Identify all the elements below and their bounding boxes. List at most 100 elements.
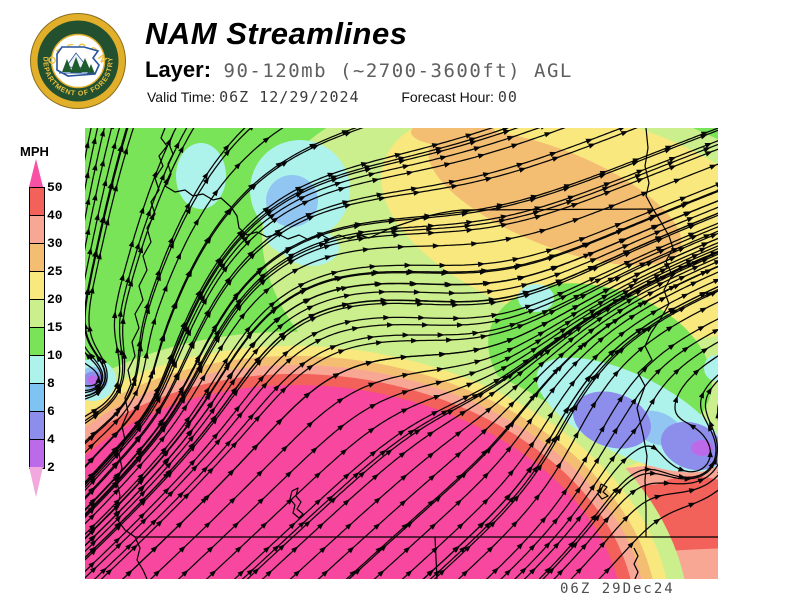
flow-arrow bbox=[646, 280, 654, 287]
flow-arrow bbox=[278, 544, 286, 551]
flow-arrow bbox=[701, 347, 709, 354]
flow-arrow bbox=[571, 203, 579, 209]
flow-arrow bbox=[544, 348, 552, 356]
flow-arrow bbox=[566, 514, 573, 522]
flow-arrow bbox=[233, 291, 240, 299]
flow-arrow bbox=[406, 170, 414, 176]
flow-arrow bbox=[507, 469, 515, 477]
flow-arrow bbox=[713, 260, 718, 266]
flow-arrow bbox=[366, 360, 374, 366]
flow-arrow bbox=[85, 324, 88, 330]
flow-arrow bbox=[678, 265, 686, 271]
flow-arrow bbox=[635, 289, 643, 296]
flow-arrow bbox=[135, 447, 143, 455]
flow-arrow bbox=[434, 495, 442, 503]
forecast-hour-value: 00 bbox=[497, 88, 518, 106]
flow-arrow bbox=[94, 213, 100, 221]
flow-arrow bbox=[580, 293, 588, 300]
flow-arrow bbox=[391, 229, 399, 235]
flow-arrow bbox=[268, 213, 276, 220]
flow-arrow bbox=[137, 245, 143, 254]
flow-arrow bbox=[537, 350, 546, 357]
flow-arrow bbox=[307, 215, 315, 221]
flow-arrow bbox=[230, 441, 238, 449]
flow-arrow bbox=[603, 182, 611, 188]
flow-arrow bbox=[254, 356, 261, 364]
flow-arrow bbox=[427, 223, 436, 229]
flow-arrow bbox=[672, 395, 678, 404]
flow-arrow bbox=[155, 519, 163, 527]
flow-arrow bbox=[96, 354, 103, 362]
flow-arrow bbox=[201, 297, 208, 305]
flow-arrow bbox=[88, 513, 96, 521]
flow-arrow bbox=[632, 278, 640, 284]
flow-arrow bbox=[511, 384, 519, 391]
flow-arrow bbox=[94, 387, 102, 394]
flow-arrow bbox=[583, 243, 592, 249]
flow-arrow bbox=[256, 469, 264, 477]
flow-arrow bbox=[597, 336, 605, 344]
flow-arrow bbox=[379, 544, 387, 552]
flow-arrow bbox=[225, 208, 233, 216]
flow-arrow bbox=[285, 357, 293, 364]
flow-arrow bbox=[504, 493, 511, 501]
flow-arrow bbox=[368, 382, 376, 388]
flow-arrow bbox=[229, 497, 236, 504]
flow-arrow bbox=[678, 275, 687, 282]
flow-arrow bbox=[452, 302, 460, 308]
flow-arrow bbox=[691, 254, 699, 260]
flow-arrow bbox=[88, 535, 96, 543]
flow-arrow bbox=[636, 169, 644, 175]
flow-arrow bbox=[704, 151, 713, 157]
flow-arrow bbox=[211, 432, 219, 440]
legend-tick-25: 25 bbox=[47, 264, 63, 279]
flow-arrow bbox=[326, 495, 334, 502]
flow-arrow bbox=[202, 172, 209, 180]
flow-arrow bbox=[712, 278, 718, 284]
flow-arrow bbox=[362, 247, 370, 253]
flow-arrow bbox=[547, 411, 554, 419]
flow-arrow bbox=[477, 521, 485, 529]
flow-arrow bbox=[539, 228, 547, 234]
flow-arrow bbox=[527, 309, 536, 315]
flow-arrow bbox=[717, 471, 718, 473]
flow-arrow bbox=[525, 466, 533, 474]
flow-arrow bbox=[280, 160, 289, 167]
flow-arrow bbox=[90, 430, 98, 438]
flow-arrow bbox=[471, 241, 479, 247]
flow-arrow bbox=[549, 386, 556, 394]
flow-arrow bbox=[127, 279, 133, 287]
flow-arrow bbox=[223, 144, 230, 152]
flow-arrow bbox=[197, 365, 203, 374]
flow-arrow bbox=[400, 354, 409, 361]
flow-arrow bbox=[451, 184, 459, 190]
flow-arrow bbox=[558, 351, 566, 359]
flow-arrow bbox=[555, 461, 562, 469]
flow-arrow bbox=[703, 234, 711, 240]
flow-arrow bbox=[358, 236, 366, 242]
flow-arrow bbox=[344, 131, 352, 137]
flow-arrow bbox=[117, 144, 123, 152]
flow-arrow bbox=[669, 272, 677, 278]
flow-arrow bbox=[184, 421, 191, 429]
flow-arrow bbox=[596, 316, 604, 323]
flow-arrow bbox=[263, 546, 271, 553]
flow-arrow bbox=[511, 520, 518, 528]
flow-arrow bbox=[246, 568, 254, 576]
flow-arrow bbox=[433, 395, 441, 400]
flow-arrow bbox=[209, 406, 216, 415]
flow-arrow bbox=[385, 449, 393, 456]
legend-tick-20: 20 bbox=[47, 292, 63, 307]
flow-arrow bbox=[249, 252, 256, 260]
flow-arrow bbox=[138, 497, 146, 505]
flow-arrow bbox=[113, 409, 121, 417]
flow-arrow bbox=[405, 521, 413, 528]
flow-arrow bbox=[541, 128, 544, 130]
flow-arrow bbox=[367, 335, 375, 341]
flow-arrow bbox=[88, 456, 96, 464]
flow-arrow bbox=[330, 175, 338, 181]
flow-arrow bbox=[572, 304, 580, 311]
flow-arrow bbox=[273, 384, 280, 392]
flow-arrow bbox=[332, 373, 341, 379]
flow-arrow bbox=[603, 190, 612, 196]
